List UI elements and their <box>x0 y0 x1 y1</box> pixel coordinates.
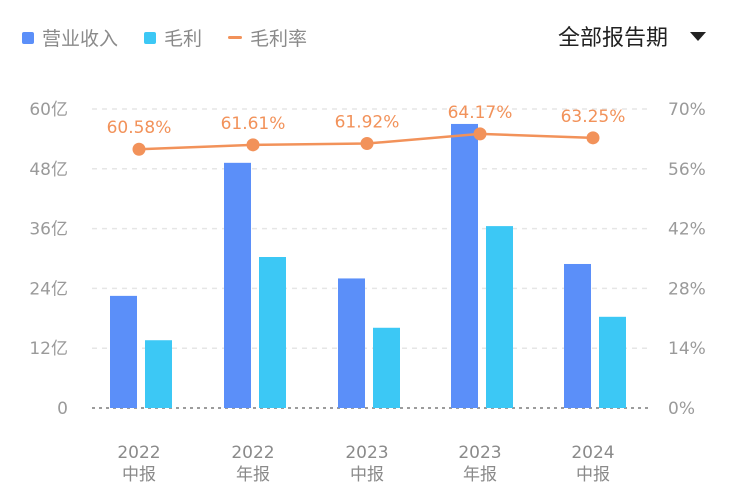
y-left-tick-label: 48亿 <box>29 160 68 180</box>
x-tick-label-year: 2023 <box>458 443 501 463</box>
x-tick-label-period: 中报 <box>350 465 384 485</box>
chart-legend: 营业收入 毛利 毛利率 <box>22 24 333 51</box>
axes: 0 0%12亿 14%24亿 28%36亿 42%48亿 56%60亿 70%2022中报2… <box>29 100 705 485</box>
margin-point <box>473 127 487 141</box>
bar-revenue <box>110 295 137 408</box>
bar-revenue <box>338 278 365 408</box>
y-left-tick-label: 24亿 <box>29 279 68 299</box>
y-right-tick-label: 56% <box>668 160 706 180</box>
y-left-tick-label: 60亿 <box>29 100 68 120</box>
y-right-tick-label: 14% <box>668 339 706 359</box>
margin-point <box>132 142 146 156</box>
legend-swatch-margin <box>228 36 243 39</box>
period-select[interactable]: 全部报告期 <box>558 20 706 52</box>
bar-gross-profit <box>373 327 400 408</box>
y-right-tick-label: 70% <box>668 100 706 120</box>
bars <box>110 123 626 408</box>
legend-item-gross-profit[interactable]: 毛利 <box>144 24 202 51</box>
margin-point <box>586 131 600 145</box>
x-tick-label-year: 2022 <box>117 443 160 463</box>
x-tick-label-period: 年报 <box>463 465 497 485</box>
x-tick-label-year: 2023 <box>345 443 388 463</box>
margin-data-label: 64.17% <box>448 103 513 123</box>
bar-revenue <box>451 123 478 408</box>
margin-line: 60.58% 61.61% 61.92% 64.17% 63.25% <box>107 103 626 156</box>
legend-swatch-revenue <box>22 31 34 44</box>
bar-revenue <box>564 263 591 408</box>
y-right-tick-label: 28% <box>668 279 706 299</box>
y-left-tick-label: 12亿 <box>29 339 68 359</box>
x-tick-label-period: 年报 <box>236 465 270 485</box>
bar-gross-profit <box>486 226 513 408</box>
y-left-tick-label: 36亿 <box>29 220 68 240</box>
bar-revenue <box>224 162 251 408</box>
bar-gross-profit <box>259 257 286 408</box>
legend-swatch-gross-profit <box>144 31 157 44</box>
y-right-tick-label: 42% <box>668 220 706 240</box>
x-tick-label-period: 中报 <box>122 465 156 485</box>
x-tick-label-year: 2024 <box>571 443 614 463</box>
x-tick-label-period: 中报 <box>576 465 610 485</box>
x-tick-label-year: 2022 <box>231 443 274 463</box>
legend-label-margin: 毛利率 <box>250 28 308 50</box>
margin-data-label: 60.58% <box>107 118 172 138</box>
margin-data-label: 61.61% <box>221 114 286 134</box>
margin-point <box>246 138 260 152</box>
legend-label-gross-profit: 毛利 <box>164 28 203 50</box>
margin-point <box>360 137 374 151</box>
legend-item-revenue[interactable]: 营业收入 <box>22 24 118 51</box>
margin-data-label: 63.25% <box>561 107 626 127</box>
bar-gross-profit <box>599 316 626 408</box>
y-right-tick-label: 0% <box>668 399 695 419</box>
y-left-tick-label: 0 <box>57 399 68 419</box>
chevron-down-icon[interactable] <box>690 31 706 41</box>
period-select-label: 全部报告期 <box>557 26 668 51</box>
legend-label-revenue: 营业收入 <box>42 28 119 50</box>
legend-item-margin[interactable]: 毛利率 <box>228 24 307 51</box>
margin-data-label: 61.92% <box>335 113 400 133</box>
gridlines <box>92 108 648 409</box>
bar-gross-profit <box>145 340 172 408</box>
